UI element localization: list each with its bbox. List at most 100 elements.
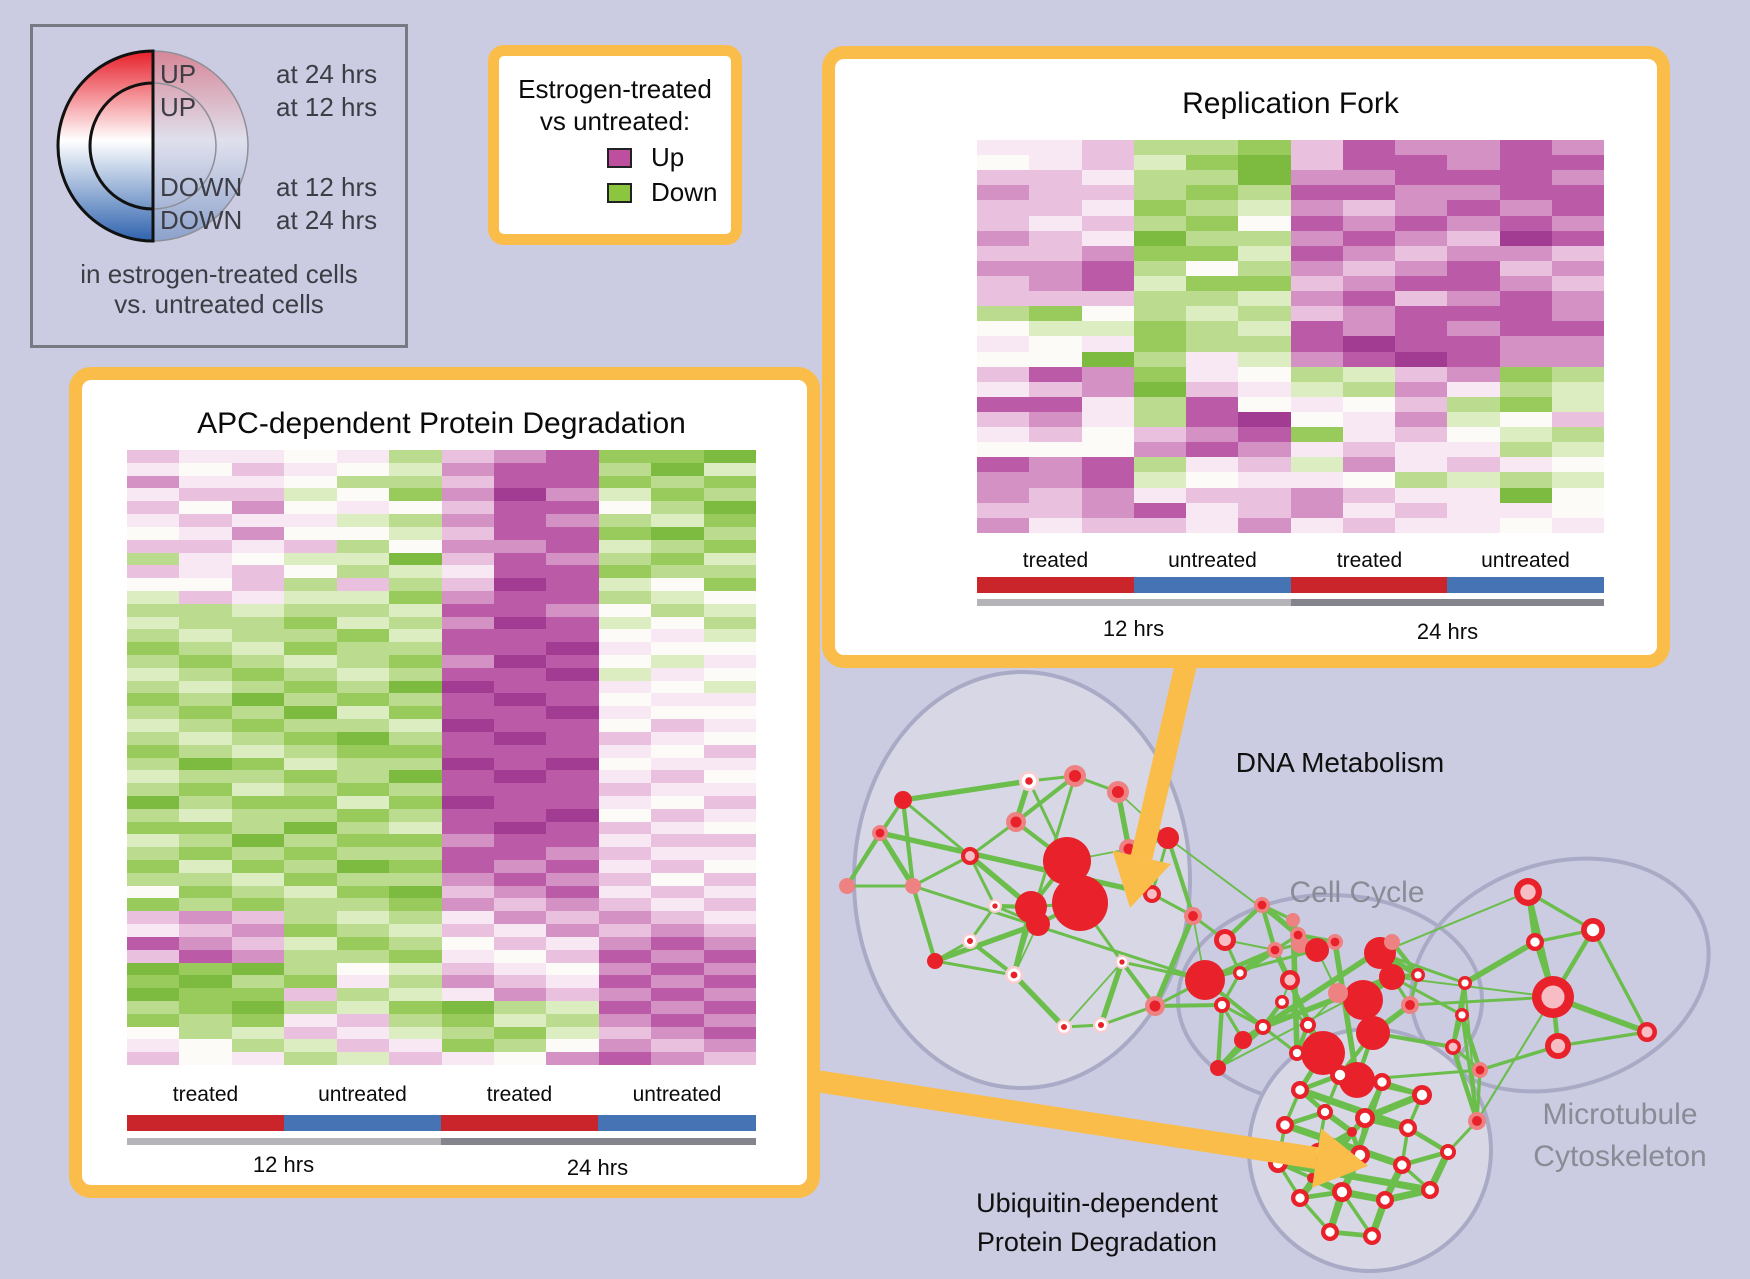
time-label-12hrs: 12 hrs: [1102, 616, 1165, 641]
heatmap-row: [127, 885, 757, 899]
treated-bar: [977, 577, 1134, 593]
heatmap-row: [127, 719, 757, 732]
gene-node-rp: [1214, 929, 1236, 951]
heatmap-row: [127, 578, 757, 591]
heatmap-row: [127, 642, 757, 655]
updown-row-time: at 24 hrs: [276, 205, 378, 235]
gene-node-rp: [1445, 1039, 1461, 1055]
gene-node-s: [1234, 1031, 1252, 1049]
heatmap-row: [127, 1026, 757, 1040]
heatmap-row: [977, 487, 1604, 503]
heatmap-row: [977, 245, 1604, 261]
inner-ring-right-outline: [152, 82, 217, 210]
heatmap-row: [977, 366, 1604, 382]
heatmap-row: [977, 185, 1604, 201]
heatmap-row: [127, 783, 757, 796]
updown-row-dir: UP: [160, 59, 197, 89]
untreated-bar: [1447, 577, 1604, 593]
gene-node-wr: [1093, 1017, 1109, 1033]
gene-node-wr: [962, 933, 978, 949]
gene-node-rw: [1291, 1081, 1309, 1099]
heatmap-row: [127, 629, 757, 643]
heatmap-row: [127, 655, 757, 668]
cluster-ellipse-microtubule-cytoskeleton: [1409, 856, 1711, 1094]
cluster-ellipse-dna-metabolism: [852, 670, 1192, 1090]
panel-to-cluster-arrow: [814, 1070, 1368, 1188]
down-label: Down: [651, 177, 718, 207]
cluster-label: DNA Metabolism: [1236, 747, 1445, 778]
gene-node-rw: [1373, 1073, 1391, 1091]
heatmap-row: [977, 275, 1604, 292]
heatmap-row: [127, 706, 757, 720]
gene-node-wr: [1115, 955, 1129, 969]
replication-fork-heatmap: [977, 140, 1604, 533]
heatmap-row: [127, 924, 757, 937]
gene-node-sr: [1145, 996, 1165, 1016]
untreated-bar: [1134, 577, 1291, 593]
cluster-label: Cytoskeleton: [1533, 1140, 1706, 1173]
gene-node-sl: [905, 878, 921, 894]
heatmap-row: [977, 140, 1604, 156]
group-label: treated: [1336, 549, 1403, 572]
12hrs-bar: [127, 1138, 441, 1145]
updown-row-time: at 12 hrs: [276, 92, 378, 122]
updown-row-dir: UP: [160, 92, 197, 122]
gene-node-rw: [1399, 1119, 1417, 1137]
24hrs-bar: [1291, 599, 1604, 606]
heatmap-row: [127, 847, 757, 860]
heatmap-row: [977, 200, 1604, 216]
gene-node-rp: [1532, 976, 1574, 1018]
treated-bar: [441, 1115, 598, 1131]
gene-node-sl: [839, 878, 855, 894]
heatmap-row: [127, 450, 757, 463]
updown-row-time: at 12 hrs: [276, 172, 378, 202]
gene-node-s: [1305, 938, 1329, 962]
gene-node-rw: [1376, 1191, 1394, 1209]
gene-node-rw: [1321, 1223, 1339, 1241]
updown-ring-diagram: [56, 49, 249, 243]
heatmap-row: [127, 680, 757, 694]
heatmap-row: [127, 552, 757, 566]
updown-row-time: at 24 hrs: [276, 59, 378, 89]
apc-degradation-panel: APC-dependent Protein Degradation treate…: [69, 367, 820, 1198]
heatmap-row: [127, 795, 757, 809]
heatmap-row: [977, 472, 1604, 488]
gene-node-rw: [1275, 995, 1289, 1009]
up-label: Up: [651, 142, 685, 172]
heatmap-row: [977, 170, 1604, 186]
gene-node-rp: [1280, 970, 1300, 990]
gene-node-s: [1185, 960, 1225, 1000]
gene-node-sr: [1107, 781, 1129, 803]
heatmap-row: [977, 502, 1604, 518]
heatmap-row: [977, 321, 1604, 337]
heatmap-row: [127, 821, 757, 835]
gene-node-s: [1343, 980, 1383, 1020]
gene-node-rw: [1276, 1116, 1294, 1134]
gene-node-rw: [1526, 933, 1544, 951]
heatmap-row: [127, 936, 757, 950]
heatmap-row: [127, 1039, 757, 1053]
panel-to-cluster-arrow: [1112, 661, 1197, 908]
gene-node-rw: [1393, 1156, 1411, 1174]
group-label: untreated: [1481, 549, 1570, 572]
gene-node-rw: [1317, 1104, 1333, 1120]
updown-row-dir: DOWN: [160, 205, 243, 235]
apc-degradation-heatmap: [127, 450, 757, 1065]
heatmap-row: [977, 306, 1604, 322]
12hrs-bar: [977, 599, 1291, 606]
gene-node-s: [1210, 1060, 1226, 1076]
gene-node-sl: [1384, 934, 1400, 950]
heatmap-row: [127, 975, 757, 989]
gene-node-rp: [1143, 885, 1161, 903]
network-nodes: [839, 765, 1657, 1245]
heatmap-row: [127, 462, 757, 476]
gene-node-rw: [1455, 1008, 1469, 1022]
heatmap-row: [127, 590, 757, 604]
gene-node-s: [1043, 837, 1091, 885]
heatmap-row: [127, 860, 757, 873]
heatmap-row: [127, 526, 757, 540]
updown-row-dir: DOWN: [160, 172, 243, 202]
estrogen-legend-title-line1: Estrogen-treated: [518, 74, 712, 104]
gene-node-rw: [1458, 976, 1472, 990]
cluster-label: Microtubule: [1542, 1098, 1697, 1131]
